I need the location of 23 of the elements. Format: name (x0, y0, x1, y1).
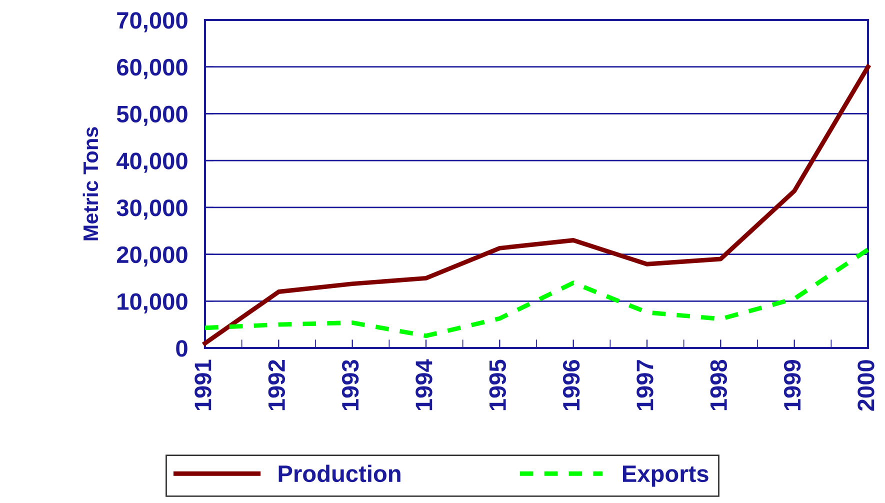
y-tick-label: 40,000 (116, 152, 188, 173)
x-tick-label: 1998 (710, 360, 728, 410)
y-tick-label: 0 (176, 340, 188, 357)
x-tick-label: 1997 (636, 360, 654, 410)
line-series (202, 64, 870, 346)
x-tick-label: 2000 (858, 360, 874, 411)
x-tick-label: 1999 (784, 360, 801, 410)
line-series (202, 247, 870, 338)
y-tick-label: 60,000 (116, 58, 188, 80)
x-tick-label: 1996 (562, 360, 580, 410)
y-tick-label: 70,000 (117, 12, 188, 32)
legend-label: Production (278, 464, 400, 482)
x-tick-label: 1994 (416, 359, 432, 410)
y-tick-label: 30,000 (116, 199, 188, 220)
x-tick-label: 1991 (194, 360, 212, 410)
y-tick-label: 20,000 (116, 246, 188, 266)
y-axis-title: Metric Tons (82, 127, 98, 240)
y-tick-label: 10,000 (118, 293, 188, 314)
x-tick-label: 1992 (268, 360, 286, 410)
x-tick-label: 1995 (489, 360, 506, 410)
x-tick-label: 1993 (342, 360, 359, 410)
legend-label: Exports (622, 466, 708, 487)
y-tick-label: 50,000 (116, 106, 188, 126)
